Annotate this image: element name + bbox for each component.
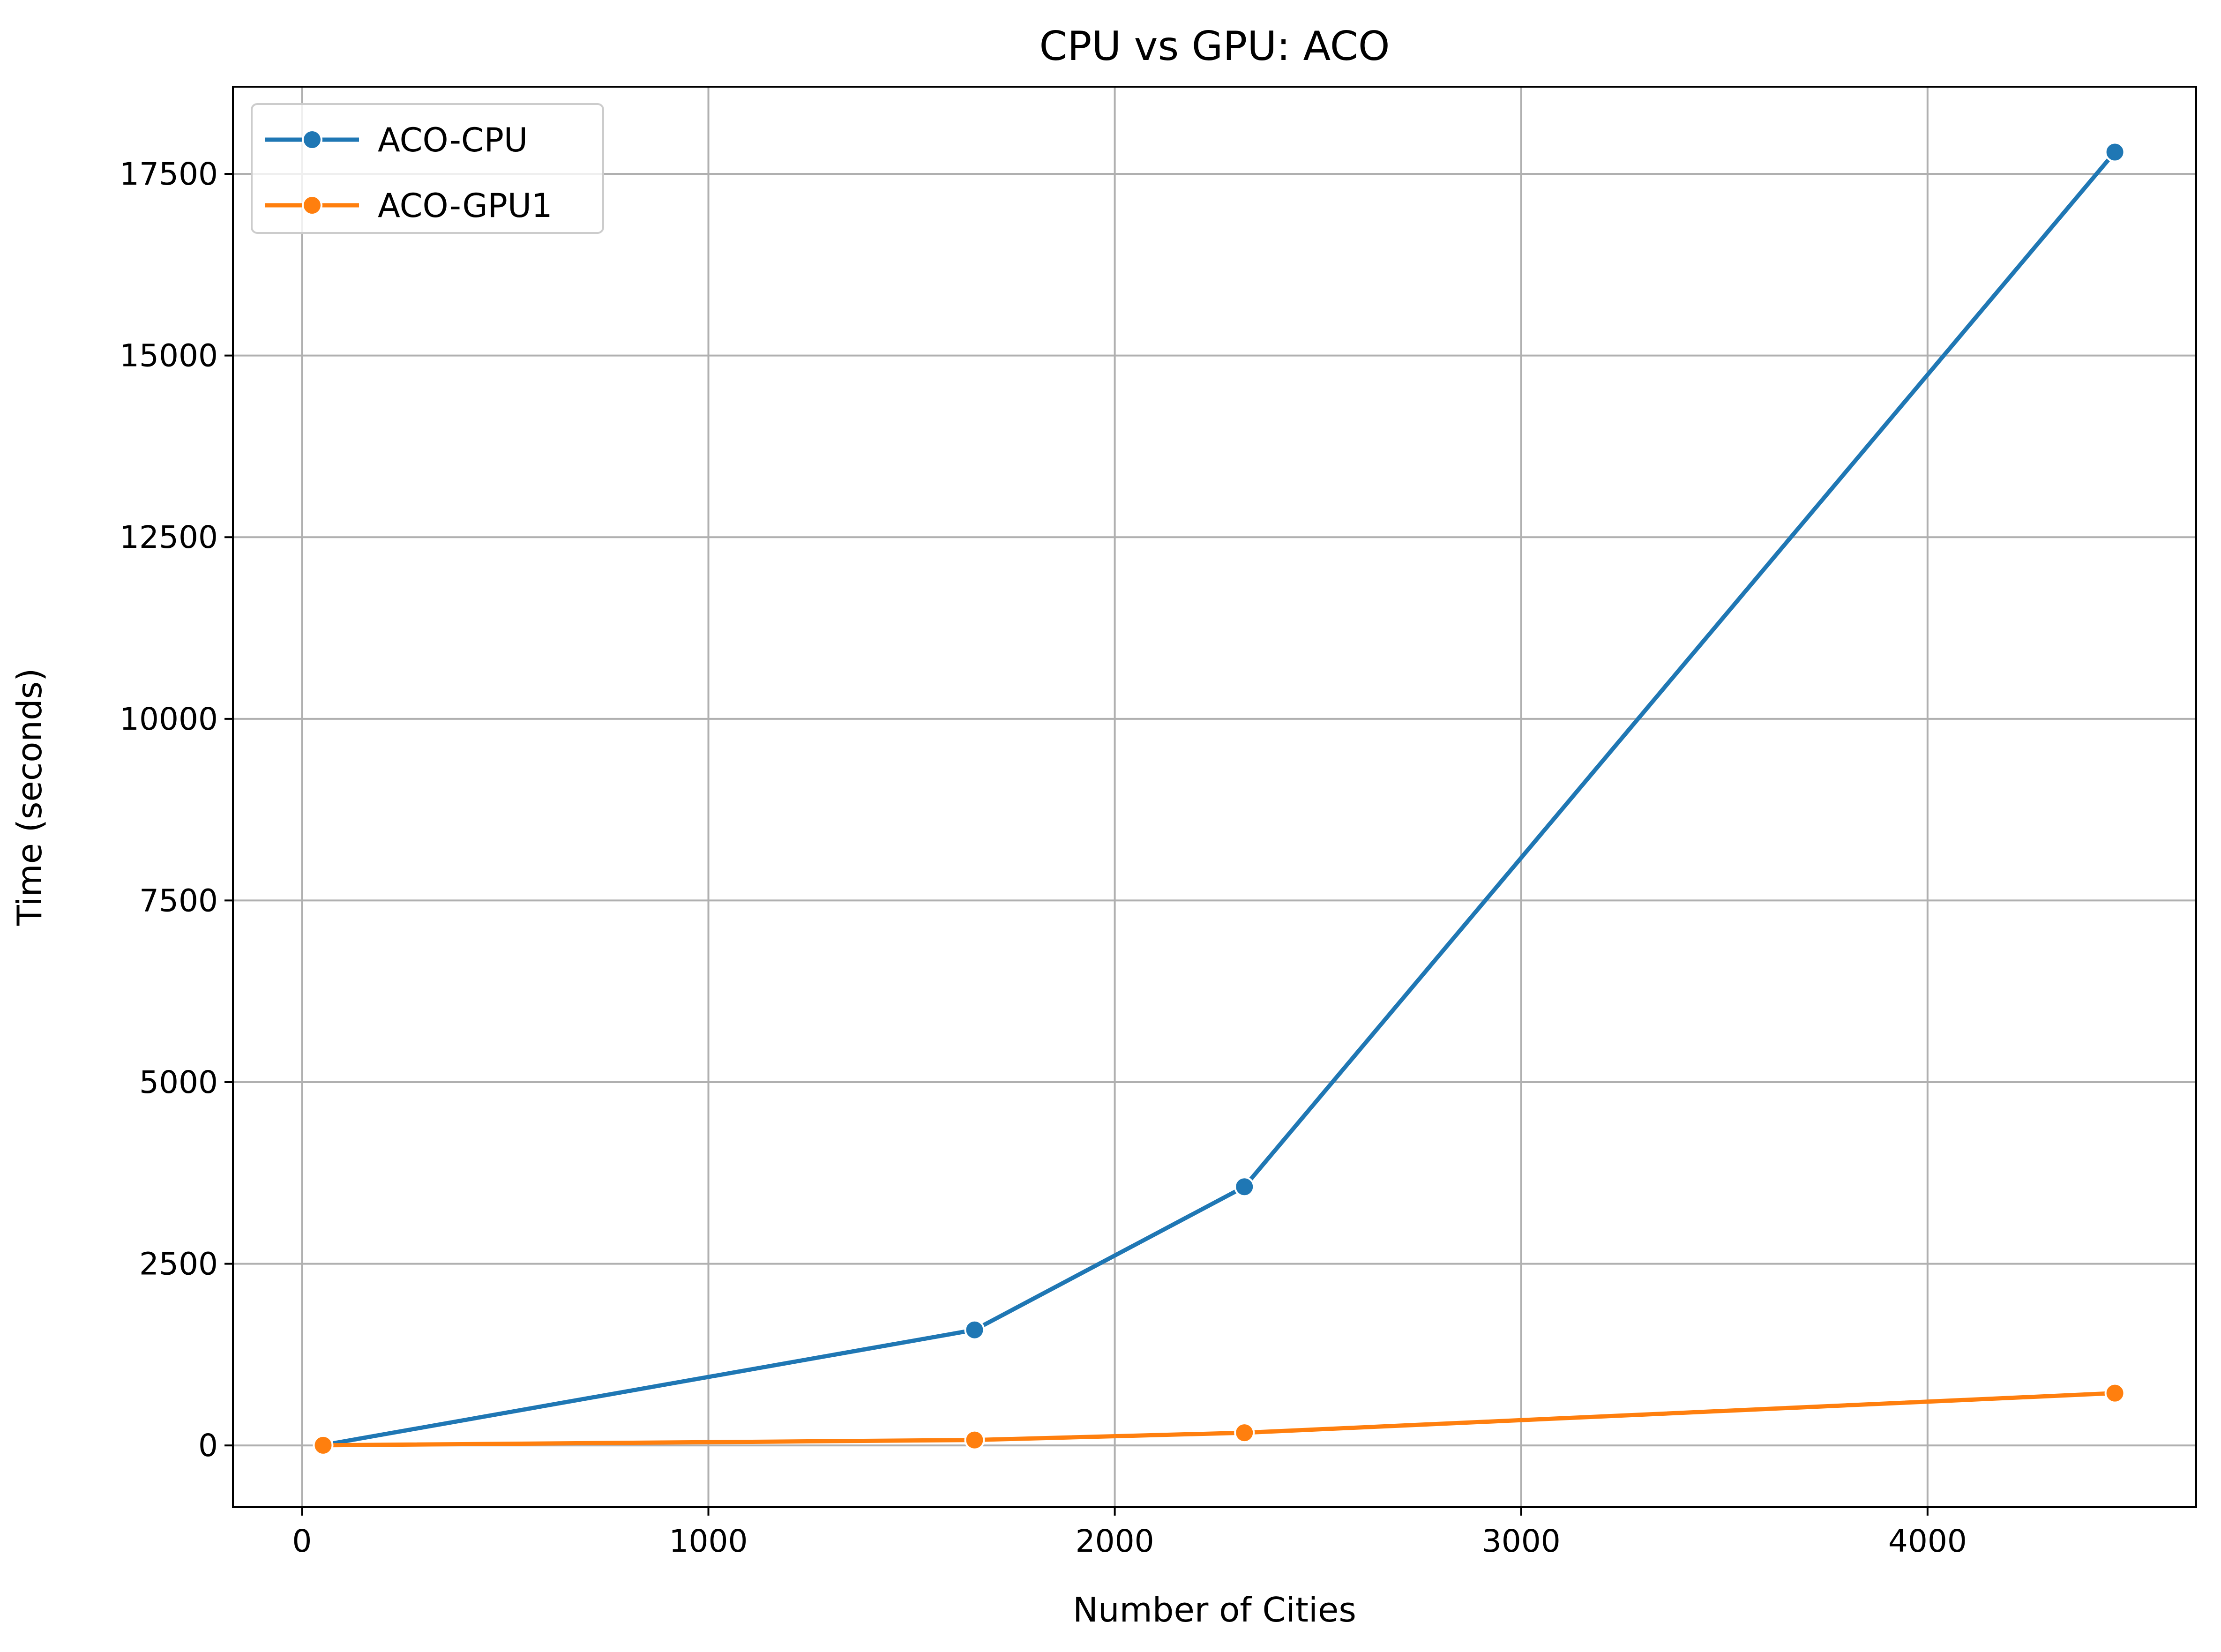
legend-marker	[302, 129, 322, 150]
series-group	[313, 142, 2125, 1456]
y-tick-label: 7500	[139, 882, 218, 919]
y-tick-label: 5000	[139, 1064, 218, 1100]
series-line	[321, 150, 2117, 1447]
data-point	[2104, 1383, 2125, 1404]
grid	[233, 87, 2196, 1507]
legend-item: ACO-CPU	[265, 121, 528, 159]
y-tick-label: 12500	[120, 519, 218, 555]
data-point	[2104, 142, 2125, 163]
x-tick-label: 2000	[1076, 1523, 1154, 1559]
data-point	[964, 1429, 985, 1450]
x-tick-label: 1000	[669, 1523, 748, 1559]
series-ACO-GPU1	[313, 1383, 2125, 1456]
y-axis-label: Time (seconds)	[10, 668, 49, 927]
y-tick-label: 15000	[120, 338, 218, 374]
x-axis-label: Number of Cities	[1073, 1590, 1356, 1630]
plot-frame	[232, 86, 2197, 1508]
data-point	[1234, 1176, 1255, 1197]
chart-title: CPU vs GPU: ACO	[1039, 23, 1390, 70]
ticks: 0 1000 2000 3000 4000 0 2500 5000 7500 10000 12500…	[120, 156, 1967, 1559]
data-point	[964, 1319, 985, 1340]
x-tick-label: 3000	[1482, 1523, 1561, 1559]
legend-box	[251, 103, 604, 234]
y-tick-label: 0	[198, 1428, 218, 1464]
data-point	[313, 1435, 334, 1456]
legend-marker	[302, 195, 322, 216]
legend-label: ACO-CPU	[378, 121, 528, 159]
legend-label: ACO-GPU1	[378, 187, 553, 225]
y-tick-label: 10000	[120, 701, 218, 737]
legend-item: ACO-GPU1	[265, 187, 553, 225]
data-point	[1234, 1422, 1255, 1443]
x-tick-label: 0	[292, 1523, 312, 1559]
legend: ACO-CPU ACO-GPU1	[251, 103, 604, 234]
x-tick-label: 4000	[1888, 1523, 1967, 1559]
y-tick-label: 17500	[120, 156, 218, 192]
y-tick-label: 2500	[139, 1246, 218, 1282]
series-line	[321, 1391, 2117, 1448]
